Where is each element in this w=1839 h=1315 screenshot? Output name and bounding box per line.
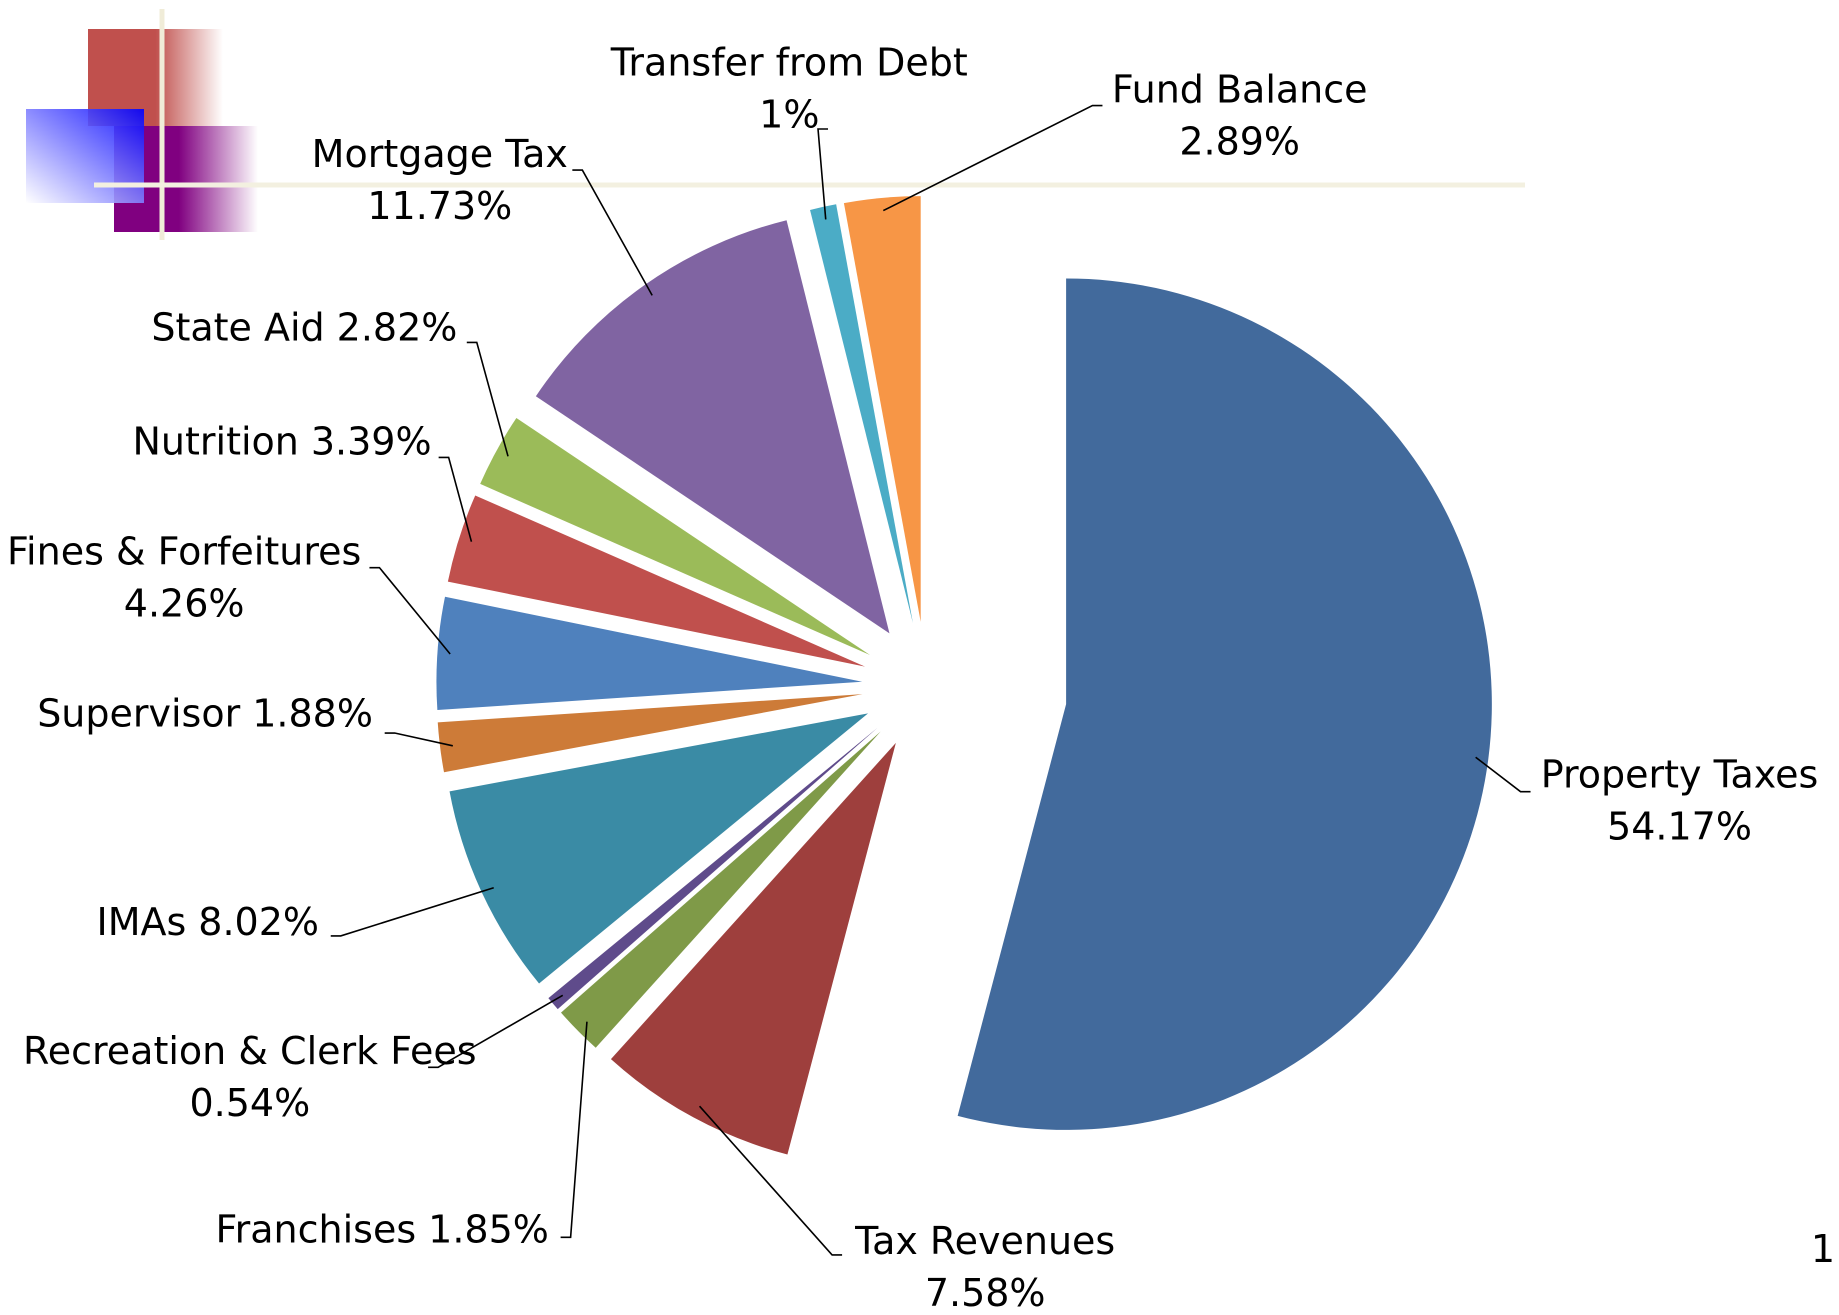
labels: Property Taxes 54.17% Tax Revenues 7.58% Fra… [7, 40, 1818, 1315]
pie-slice [436, 596, 863, 710]
value-label: 54.17% [1607, 804, 1752, 848]
category-label: Nutrition [132, 419, 298, 463]
value-label: 2.82% [337, 305, 458, 349]
pie-slice [480, 417, 870, 656]
leader-line [698, 1105, 843, 1256]
slice-label: Mortgage Tax 11.73% [312, 131, 568, 227]
value-label: 7.58% [925, 1271, 1046, 1315]
slice-label: State Aid 2.82% [151, 305, 457, 349]
pie-slice [843, 196, 921, 622]
slice-label: Fines & Forfeitures 4.26% [7, 529, 361, 625]
leader-line [882, 104, 1103, 212]
pie-slice [957, 278, 1492, 1130]
leader-line [817, 128, 829, 220]
slice-label: Fund Balance 2.89% [1112, 67, 1368, 163]
pie-slice [449, 713, 869, 984]
category-label: State Aid [151, 305, 324, 349]
slice-label: Tax Revenues 7.58% [854, 1219, 1115, 1315]
pie-slice [610, 742, 896, 1155]
category-label: Supervisor [37, 691, 240, 735]
leader-line [384, 732, 453, 747]
category-label: Franchises [216, 1207, 417, 1251]
value-label: 11.73% [367, 183, 512, 227]
leader-line [1475, 756, 1531, 793]
category-label: Fines & Forfeitures [7, 529, 361, 573]
leader-line [560, 1021, 588, 1239]
leader-line [330, 886, 494, 937]
slice-label: Supervisor 1.88% [37, 691, 373, 735]
page-number: 1 [1811, 1227, 1835, 1271]
pie-slice [810, 204, 913, 624]
slice-label: Transfer from Debt 1% [610, 40, 968, 136]
value-label: 1.85% [428, 1207, 549, 1251]
slide-decoration [26, 9, 1525, 240]
leader-line [369, 566, 451, 655]
category-label: Mortgage Tax [312, 131, 568, 175]
category-label: Transfer from Debt [610, 40, 968, 84]
leader-line [428, 994, 564, 1069]
leader-line [572, 169, 653, 296]
pie-slice [548, 727, 878, 1010]
pie-slice [437, 694, 863, 773]
category-label: Recreation & Clerk Fees [23, 1029, 477, 1073]
value-label: 1% [759, 92, 819, 136]
pie-slice [447, 495, 866, 667]
category-label: Property Taxes [1541, 752, 1819, 796]
slice-label: Nutrition 3.39% [132, 419, 431, 463]
pie [436, 196, 1492, 1155]
value-label: 8.02% [198, 900, 319, 944]
category-label: IMAs [96, 900, 186, 944]
category-label: Tax Revenues [854, 1219, 1115, 1263]
slice-label: Property Taxes 54.17% [1541, 752, 1819, 848]
value-label: 1.88% [252, 691, 373, 735]
value-label: 2.89% [1179, 119, 1300, 163]
leader-line [438, 456, 473, 542]
pie-slice [535, 220, 890, 634]
pie-slice [560, 731, 881, 1048]
category-label: Fund Balance [1112, 67, 1368, 111]
slice-label: Franchises 1.85% [216, 1207, 549, 1251]
slice-label: IMAs 8.02% [96, 900, 319, 944]
value-label: 3.39% [311, 419, 432, 463]
leader-line [466, 341, 509, 457]
value-label: 4.26% [124, 581, 245, 625]
value-label: 0.54% [189, 1081, 310, 1125]
slice-label: Recreation & Clerk Fees 0.54% [23, 1029, 477, 1125]
